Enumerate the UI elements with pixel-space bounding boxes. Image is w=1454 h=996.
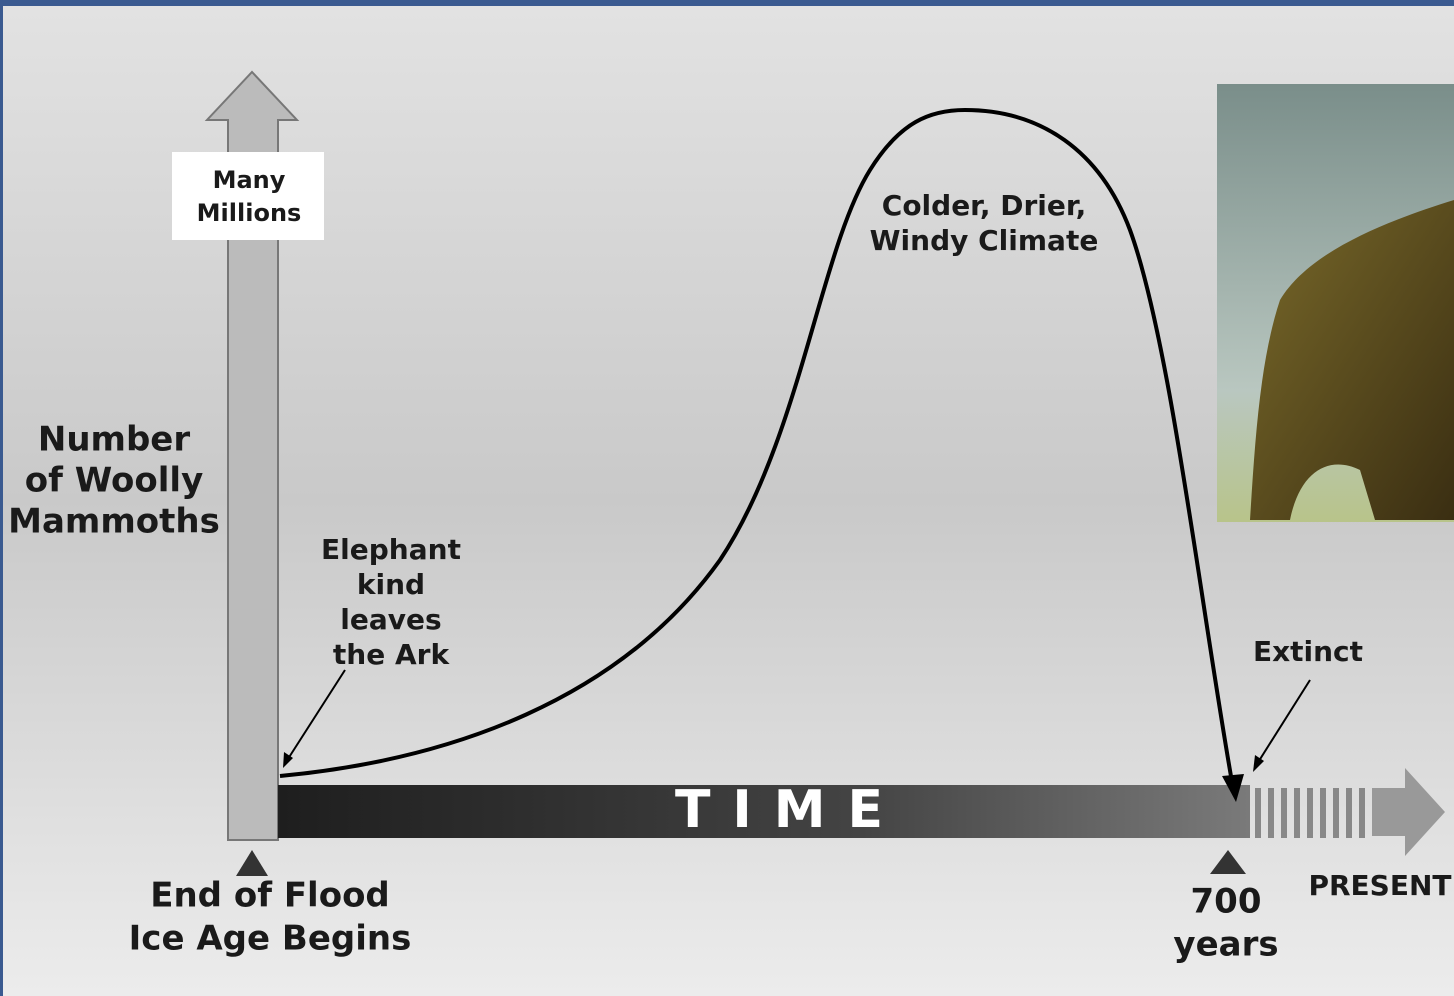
annotation: Extinct: [1253, 635, 1363, 668]
annotation: Windy Climate: [870, 224, 1099, 257]
photo-mammoth: [1250, 200, 1454, 520]
annotation-pointer: [1256, 679, 1311, 765]
y-axis-label: Mammoths: [8, 502, 220, 542]
mammoth-photo: [1217, 84, 1454, 522]
end-label: years: [1173, 925, 1278, 965]
start-label: Ice Age Begins: [129, 919, 412, 959]
top-label: Millions: [197, 199, 302, 227]
end-marker: [1210, 850, 1246, 874]
annotation-pointer-head: [283, 752, 293, 768]
time-bar: [278, 785, 1250, 838]
y-axis-label: Number: [38, 420, 190, 460]
start-marker: [236, 850, 268, 876]
end-label: 700: [1191, 882, 1262, 922]
annotation-pointer-head: [1253, 755, 1264, 772]
top-label: Many: [213, 166, 286, 194]
time-label: TIME: [675, 780, 905, 840]
annotation: leaves: [340, 603, 441, 636]
curve-arrowhead: [1222, 774, 1244, 802]
annotation-pointer: [285, 669, 346, 763]
y-axis-arrow: [204, 70, 300, 841]
annotation: Colder, Drier,: [882, 189, 1086, 222]
start-label: End of Flood: [150, 876, 390, 916]
present-arrow: [1372, 768, 1445, 856]
y-axis-label: of Woolly: [25, 461, 203, 501]
population-curve: [279, 107, 1234, 783]
annotation: kind: [357, 568, 425, 601]
present-label: PRESENT: [1308, 869, 1451, 902]
annotation: the Ark: [333, 638, 451, 671]
present-stripes: [1255, 788, 1365, 838]
annotation: Elephant: [321, 533, 461, 566]
top-label-box: [172, 152, 324, 240]
